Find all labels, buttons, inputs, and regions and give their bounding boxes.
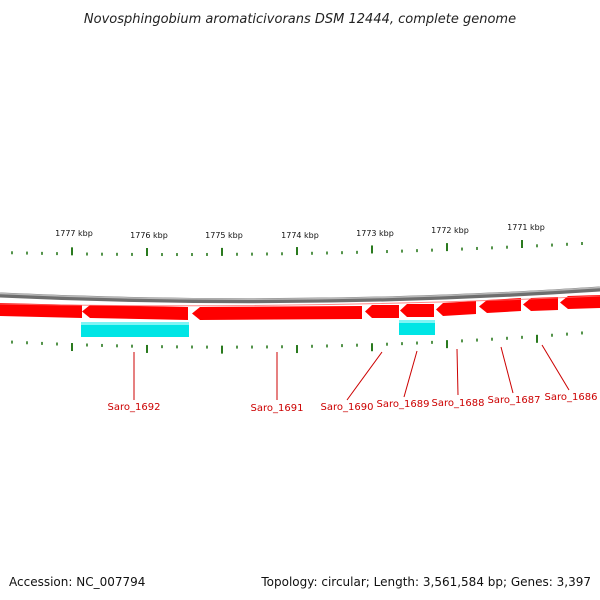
gene-arrow-saro-1686[interactable]	[523, 297, 558, 311]
gene-label-saro-1691[interactable]: Saro_1691	[251, 403, 304, 414]
kbp-label: 1776 kbp	[130, 231, 168, 240]
gene-arrow-partial-right[interactable]	[560, 295, 600, 309]
gene-label-saro-1692[interactable]: Saro_1692	[108, 402, 161, 413]
gene-label-saro-1687[interactable]: Saro_1687	[488, 395, 541, 406]
genome-summary: Topology: circular; Length: 3,561,584 bp…	[260, 575, 591, 589]
gene-arrow-saro-1690[interactable]	[365, 305, 399, 318]
gene-label-saro-1686[interactable]: Saro_1686	[545, 392, 598, 403]
inner-scale-ticks	[11, 331, 583, 354]
outer-scale-ticks	[11, 240, 583, 257]
gene-label-leaders	[133, 344, 570, 401]
gene-arrow-saro-1692[interactable]	[82, 305, 188, 320]
highlight-saro-1689[interactable]	[399, 320, 435, 335]
highlight-saro-1692[interactable]	[81, 322, 189, 337]
kbp-label: 1772 kbp	[431, 226, 469, 235]
genome-backbone	[0, 286, 600, 304]
kbp-labels: 1777 kbp 1776 kbp 1775 kbp 1774 kbp 1773…	[55, 223, 545, 240]
gene-track	[0, 295, 600, 320]
gene-arrow-saro-1689[interactable]	[400, 304, 434, 317]
kbp-label: 1775 kbp	[205, 231, 243, 240]
gene-labels: Saro_1692 Saro_1691 Saro_1690 Saro_1689 …	[108, 392, 598, 414]
gene-label-saro-1690[interactable]: Saro_1690	[321, 402, 374, 413]
gene-label-saro-1688[interactable]: Saro_1688	[432, 398, 485, 409]
accession-text: Accession: NC_007794	[9, 575, 145, 589]
gene-arrow-saro-1691[interactable]	[192, 306, 362, 320]
kbp-label: 1773 kbp	[356, 229, 394, 238]
gene-label-saro-1689[interactable]: Saro_1689	[377, 399, 430, 410]
kbp-label: 1777 kbp	[55, 229, 93, 238]
gene-arrow-saro-1688[interactable]	[436, 301, 476, 316]
map-title: Novosphingobium aromaticivorans DSM 1244…	[84, 12, 516, 27]
gene-arrow-partial[interactable]	[0, 303, 82, 318]
highlight-track	[81, 320, 435, 337]
kbp-label: 1771 kbp	[507, 223, 545, 232]
kbp-label: 1774 kbp	[281, 231, 319, 240]
gene-arrow-saro-1687[interactable]	[479, 298, 521, 313]
